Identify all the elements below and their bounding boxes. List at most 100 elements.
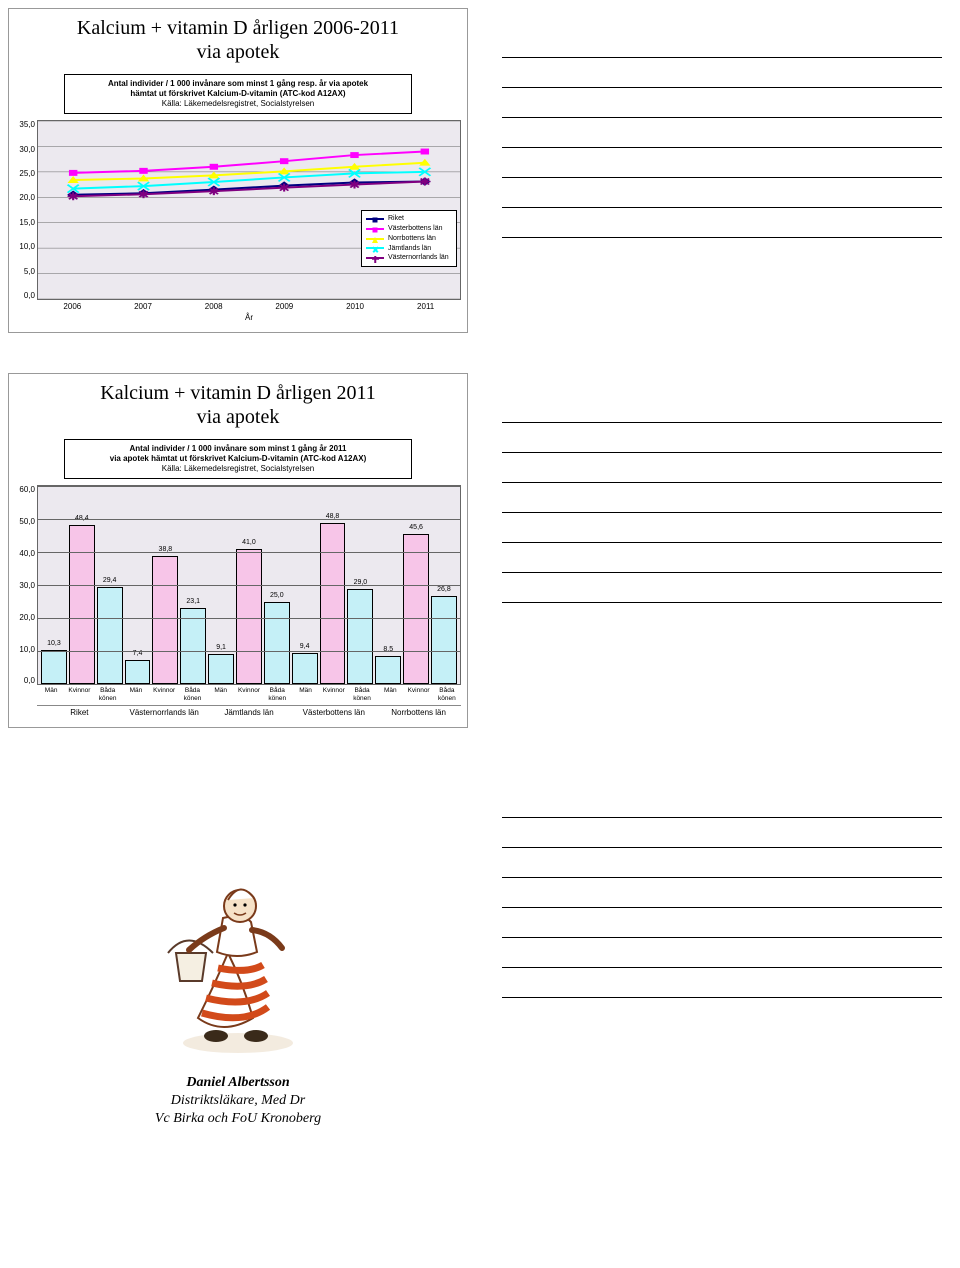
- page: Kalcium + vitamin D årligen 2006-2011via…: [8, 8, 952, 1128]
- bar: 41,0: [236, 549, 262, 684]
- xtick-label: 2011: [390, 302, 461, 311]
- ruled-line: [502, 28, 942, 58]
- bar-value-label: 48,4: [75, 515, 89, 522]
- ytick-label: 0,0: [15, 676, 35, 685]
- bar: 29,0: [347, 589, 373, 685]
- bar-chart-plot: 10,348,429,47,438,823,19,141,025,09,448,…: [37, 485, 461, 685]
- ruled-line: [502, 573, 942, 603]
- chart2-sub-line2: via apotek hämtat ut förskrivet Kalcium-…: [71, 454, 405, 464]
- bar: 25,0: [264, 602, 290, 685]
- ruled-line: [502, 878, 942, 908]
- ruled-line: [502, 88, 942, 118]
- chart1-subbox: Antal individer / 1 000 invånare som min…: [64, 74, 412, 114]
- ytick-label: 20,0: [15, 193, 35, 202]
- bar-value-label: 10,3: [47, 640, 61, 647]
- bar-value-label: 45,6: [409, 524, 423, 531]
- line-chart-body: 35,030,025,020,015,010,05,00,0 RiketVäst…: [15, 120, 461, 300]
- ytick-label: 20,0: [15, 613, 35, 622]
- bar-label: Bådakönen: [178, 687, 206, 702]
- cartoon-illustration: [148, 858, 328, 1058]
- line-chart-xaxis-label: År: [37, 313, 461, 322]
- ruled-panel-1: [492, 8, 952, 333]
- ruled-line: [502, 423, 942, 453]
- bar-label: Bådakönen: [348, 687, 376, 702]
- legend-label: Västerbottens län: [388, 224, 442, 234]
- ruled-line: [502, 513, 942, 543]
- bar-chart-yaxis: 60,050,040,030,020,010,00,0: [15, 485, 37, 685]
- bar-label: Kvinnor: [65, 687, 93, 702]
- ruled-line: [502, 483, 942, 513]
- chart1-sub-line2: hämtat ut förskrivet Kalcium-D-vitamin (…: [71, 89, 405, 99]
- bar-label: Bådakönen: [94, 687, 122, 702]
- chart1-source: Källa: Läkemedelsregistret, Socialstyrel…: [71, 99, 405, 109]
- xtick-label: 2008: [178, 302, 249, 311]
- bar-value-label: 23,1: [186, 598, 200, 605]
- ytick-label: 30,0: [15, 581, 35, 590]
- bar-label: Män: [207, 687, 235, 702]
- chart1-title: Kalcium + vitamin D årligen 2006-2011via…: [15, 17, 461, 64]
- bar: 9,1: [208, 654, 234, 684]
- ruled-line: [502, 453, 942, 483]
- ytick-label: 50,0: [15, 517, 35, 526]
- line-chart-yaxis: 35,030,025,020,015,010,05,00,0: [15, 120, 37, 300]
- bar-label: Bådakönen: [263, 687, 291, 702]
- chart2-title: Kalcium + vitamin D årligen 2011via apot…: [15, 382, 461, 429]
- chart2-cell: Kalcium + vitamin D årligen 2011via apot…: [8, 373, 468, 728]
- bar-label: Män: [291, 687, 319, 702]
- line-chart-legend: RiketVästerbottens länNorrbottens länJäm…: [361, 210, 457, 267]
- bar-chart-groups: RiketVästernorrlands länJämtlands länVäs…: [37, 705, 461, 717]
- ruled-line: [502, 968, 942, 998]
- bar: 38,8: [152, 556, 178, 684]
- bar-value-label: 29,4: [103, 577, 117, 584]
- bar-chart-panel: Kalcium + vitamin D årligen 2011via apot…: [8, 373, 468, 728]
- ruled-line: [502, 58, 942, 88]
- ruled-line: [502, 908, 942, 938]
- bar: 8,5: [375, 656, 401, 684]
- legend-item: Riket: [366, 214, 452, 224]
- bar-label: Män: [37, 687, 65, 702]
- chart2-subbox: Antal individer / 1 000 invånare som min…: [64, 439, 412, 479]
- bar: 10,3: [41, 650, 67, 684]
- bar-group-label: Jämtlands län: [207, 705, 292, 717]
- legend-item: Västernorrlands län: [366, 253, 452, 263]
- ytick-label: 40,0: [15, 549, 35, 558]
- ytick-label: 30,0: [15, 145, 35, 154]
- bar-value-label: 25,0: [270, 592, 284, 599]
- ruled-line: [502, 788, 942, 818]
- bar-value-label: 9,1: [216, 644, 226, 651]
- bar: 9,4: [292, 653, 318, 684]
- chart1-cell: Kalcium + vitamin D årligen 2006-2011via…: [8, 8, 468, 333]
- bar-value-label: 26,8: [437, 586, 451, 593]
- bar-value-label: 41,0: [242, 539, 256, 546]
- ruled-panel-3: [492, 768, 952, 1128]
- bar-value-label: 9,4: [300, 643, 310, 650]
- bar-group-label: Västernorrlands län: [122, 705, 207, 717]
- ytick-label: 25,0: [15, 169, 35, 178]
- legend-label: Västernorrlands län: [388, 253, 449, 263]
- chart1-sub-line1: Antal individer / 1 000 invånare som min…: [71, 79, 405, 89]
- bar: 48,8: [320, 523, 346, 684]
- legend-item: Västerbottens län: [366, 224, 452, 234]
- illustration-cell: Daniel Albertsson Distriktsläkare, Med D…: [8, 768, 468, 1128]
- legend-label: Riket: [388, 214, 404, 224]
- xtick-label: 2009: [249, 302, 320, 311]
- ytick-label: 15,0: [15, 218, 35, 227]
- xtick-label: 2006: [37, 302, 108, 311]
- bar-label: Kvinnor: [235, 687, 263, 702]
- ruled-line: [502, 543, 942, 573]
- legend-item: Jämtlands län: [366, 244, 452, 254]
- legend-label: Jämtlands län: [388, 244, 431, 254]
- bar: 23,1: [180, 608, 206, 684]
- bar: 48,4: [69, 525, 95, 685]
- bar: 45,6: [403, 534, 429, 684]
- byline-name: Daniel Albertsson: [155, 1074, 321, 1092]
- bar-label: Män: [122, 687, 150, 702]
- bar: 7,4: [125, 660, 151, 684]
- line-chart-xaxis: 200620072008200920102011: [37, 302, 461, 311]
- bar: 26,8: [431, 596, 457, 684]
- ruled-line: [502, 848, 942, 878]
- bar-group-label: Västerbottens län: [291, 705, 376, 717]
- byline: Daniel Albertsson Distriktsläkare, Med D…: [155, 1074, 321, 1129]
- bar-chart-xaxis: MänKvinnorBådakönenMänKvinnorBådakönenMä…: [37, 687, 461, 702]
- ruled-line: [502, 818, 942, 848]
